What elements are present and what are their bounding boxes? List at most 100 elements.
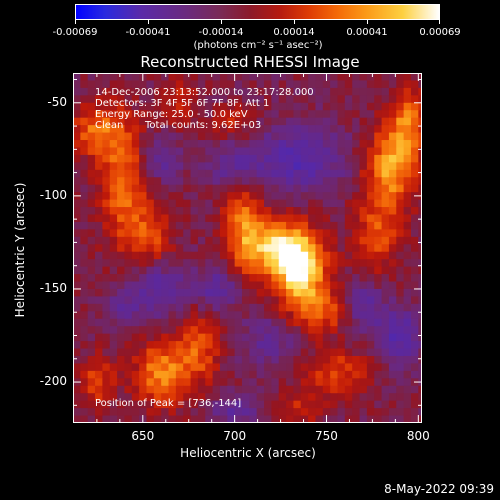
heatmap-cell [124, 303, 133, 312]
heatmap-cell [168, 192, 177, 201]
heatmap-cell [95, 214, 103, 223]
heatmap-cell [308, 400, 317, 409]
heatmap-cell [359, 229, 368, 238]
heatmap-cell [256, 229, 265, 238]
heatmap-cell [131, 154, 140, 163]
heatmap-cell [117, 244, 126, 253]
heatmap-cell [124, 378, 133, 387]
heatmap-cell [227, 288, 236, 298]
heatmap-cell [219, 311, 228, 320]
heatmap-cell [359, 348, 368, 357]
heatmap-cell [322, 87, 331, 96]
heatmap-cell [227, 274, 236, 283]
heatmap-cell [190, 162, 199, 171]
heatmap-cell [410, 162, 419, 171]
heatmap-cell [374, 318, 383, 327]
heatmap-cell [315, 266, 324, 275]
heatmap-cell [139, 348, 148, 357]
heatmap-cell [315, 117, 324, 126]
heatmap-cell [117, 259, 126, 268]
heatmap-cell [234, 370, 243, 379]
heatmap-cell [146, 236, 155, 245]
heatmap-cell [410, 303, 419, 312]
heatmap-cell [124, 326, 133, 335]
heatmap-cell [175, 303, 184, 312]
heatmap-cell [175, 378, 184, 387]
heatmap-cell [396, 207, 405, 216]
heatmap-cell [131, 400, 140, 409]
heatmap-cell [241, 378, 250, 387]
heatmap-cell [161, 348, 170, 357]
heatmap-cell [396, 251, 405, 260]
heatmap-cell [205, 177, 214, 186]
heatmap-cell [359, 192, 368, 201]
heatmap-cell [87, 288, 96, 298]
heatmap-cell [227, 154, 236, 163]
heatmap-cell [234, 140, 243, 149]
heatmap-cell [403, 169, 412, 178]
heatmap-cell [183, 132, 192, 141]
heatmap-cell [153, 385, 162, 394]
heatmap-cell [212, 73, 221, 82]
heatmap-cell [95, 378, 103, 387]
heatmap-cell [330, 341, 339, 350]
heatmap-cell [271, 370, 280, 379]
heatmap-cell [344, 303, 353, 312]
heatmap-cell [278, 288, 287, 298]
annotation-detectors: Detectors: 3F 4F 5F 6F 7F 8F, Att 1 [95, 98, 270, 109]
heatmap-cell [95, 303, 103, 312]
heatmap-cell [117, 117, 126, 126]
heatmap-cell [175, 221, 184, 230]
heatmap-cell [403, 266, 412, 275]
heatmap-cell [95, 221, 103, 230]
heatmap-cell [308, 95, 317, 104]
heatmap-cell [190, 378, 199, 387]
heatmap-cell [109, 229, 118, 238]
heatmap-cell [183, 221, 192, 230]
heatmap-cell [190, 132, 199, 141]
heatmap-cell [388, 125, 397, 134]
heatmap-cell [293, 303, 302, 312]
heatmap-cell [264, 117, 272, 126]
heatmap-cell [264, 95, 272, 104]
heatmap-cell [315, 125, 324, 134]
heatmap-cell [95, 370, 103, 379]
heatmap-cell [271, 147, 280, 156]
heatmap-cell [205, 296, 214, 305]
heatmap-cell [161, 117, 170, 126]
heatmap-cell [330, 296, 339, 305]
heatmap-cell [183, 169, 192, 178]
heatmap-cell [249, 244, 258, 253]
heatmap-cell [219, 393, 228, 402]
heatmap-cell [234, 400, 243, 409]
heatmap-cell [212, 140, 221, 149]
heatmap-cell [293, 385, 302, 394]
heatmap-cell [249, 393, 258, 402]
heatmap-cell [175, 348, 184, 357]
heatmap-cell [410, 288, 419, 298]
heatmap-cell [403, 207, 412, 216]
heatmap-cell [315, 162, 324, 171]
heatmap-cell [249, 370, 258, 379]
heatmap-cell [102, 229, 111, 238]
heatmap-cell [249, 177, 258, 186]
heatmap-cell [73, 125, 81, 134]
heatmap-cell [241, 221, 250, 230]
heatmap-cell [124, 102, 133, 111]
heatmap-cell [109, 169, 118, 178]
heatmap-cell [146, 288, 155, 298]
heatmap-cell [95, 169, 103, 178]
heatmap-cell [271, 162, 280, 171]
heatmap-cell [168, 125, 177, 134]
heatmap-cell [146, 266, 155, 275]
heatmap-cell [197, 296, 206, 305]
heatmap-cell [300, 154, 309, 163]
heatmap-cell [102, 102, 111, 111]
heatmap-cell [293, 311, 302, 320]
heatmap-cell [403, 154, 412, 163]
heatmap-cell [183, 385, 192, 394]
heatmap-cell [183, 363, 192, 372]
heatmap-cell [249, 162, 258, 171]
heatmap-cell [241, 154, 250, 163]
heatmap-cell [190, 311, 199, 320]
